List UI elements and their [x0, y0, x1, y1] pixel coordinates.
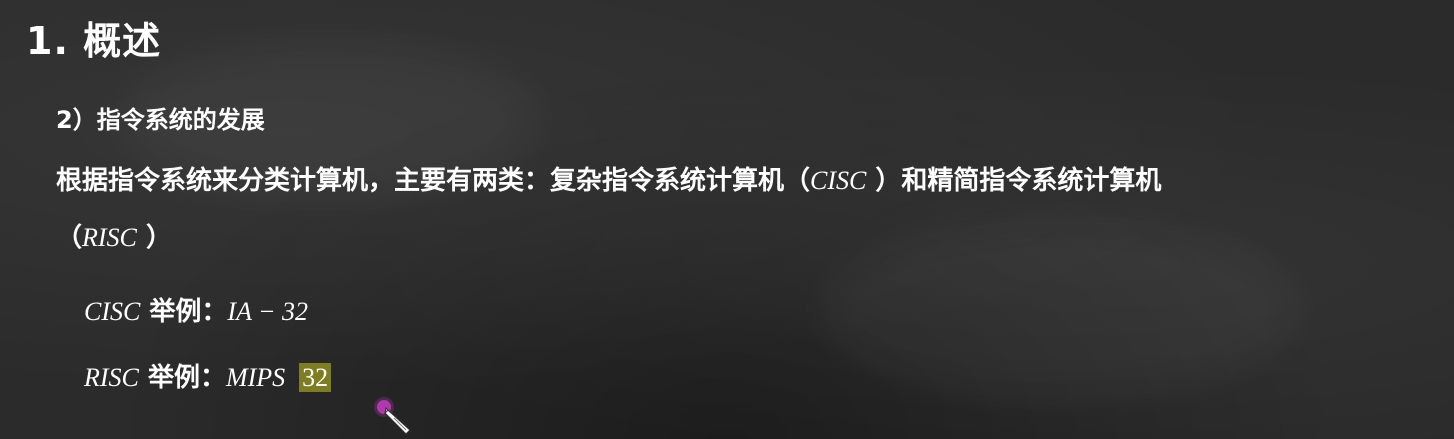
section-subtitle: 2）指令系统的发展 — [56, 106, 265, 134]
paragraph-text: ）和精简指令系统计算机 — [866, 166, 1162, 196]
example-value: IA − 32 — [227, 297, 309, 326]
example-term: CISC — [84, 297, 141, 326]
paragraph-line-1: 根据指令系统来分类计算机，主要有两类：复杂指令系统计算机（CISC ）和精简指令… — [56, 160, 1161, 197]
example-term: RISC — [84, 363, 139, 392]
highlighted-text[interactable]: 32 — [299, 363, 332, 392]
paragraph-text: （ — [56, 223, 83, 253]
risc-example: RISC 举例：MIPS 32 — [84, 357, 332, 394]
example-label: 举例： — [138, 363, 226, 393]
page-title: 1. 概述 — [26, 19, 162, 63]
chalk-smudge — [820, 220, 1300, 400]
paragraph-text: ） — [136, 223, 172, 253]
paragraph-line-2: （RISC ） — [56, 217, 172, 254]
paragraph-text: 根据指令系统来分类计算机，主要有两类：复杂指令系统计算机（ — [56, 166, 811, 196]
example-value: MIPS — [225, 363, 286, 392]
risc-term: RISC — [82, 223, 137, 252]
example-label: 举例： — [140, 297, 228, 327]
cisc-example: CISC 举例：IA − 32 — [84, 291, 308, 328]
cisc-term: CISC — [810, 166, 867, 195]
pen-pointer-icon — [374, 397, 411, 435]
